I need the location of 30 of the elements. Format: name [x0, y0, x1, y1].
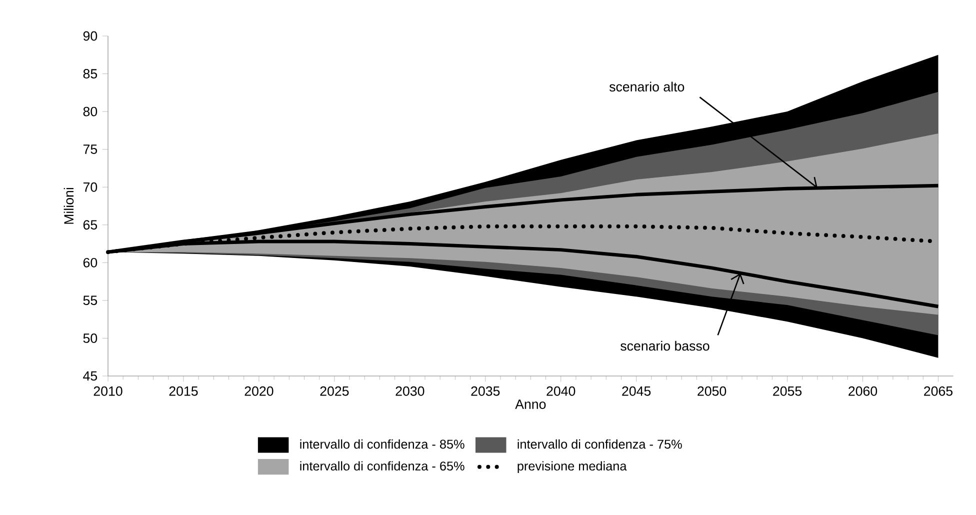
- legend-label: intervallo di confidenza - 85%: [300, 440, 464, 449]
- y-tick-label: 75: [83, 144, 98, 154]
- y-tick-label: 50: [83, 334, 98, 344]
- annotation: scenario alto: [609, 82, 684, 92]
- y-tick-label: 60: [83, 258, 98, 268]
- y-tick-label: 55: [83, 296, 98, 306]
- legend-label: intervallo di confidenza - 75%: [518, 440, 682, 449]
- x-tick-label: 2035: [471, 386, 500, 396]
- legend-label: intervallo di confidenza - 65%: [300, 461, 464, 471]
- y-tick-label: 80: [83, 107, 98, 116]
- x-tick-label: 2055: [773, 386, 802, 396]
- x-axis-title: Anno: [515, 400, 546, 410]
- x-tick-label: 2045: [622, 386, 651, 396]
- y-tick-label: 70: [83, 182, 98, 192]
- annotation: scenario basso: [620, 341, 710, 351]
- y-tick-label: 90: [83, 31, 98, 41]
- x-tick-label: 2040: [546, 386, 576, 396]
- x-tick-label: 2065: [924, 386, 952, 396]
- x-tick-label: 2015: [169, 386, 198, 396]
- y-tick-label: 65: [83, 220, 98, 230]
- y-axis-title: Milioni: [64, 188, 74, 224]
- x-tick-label: 2020: [244, 386, 274, 396]
- legend-label: previsione mediana: [518, 461, 627, 474]
- x-tick-label: 2050: [698, 386, 726, 396]
- x-tick-label: 2030: [396, 386, 424, 396]
- x-tick-label: 2025: [320, 386, 349, 396]
- x-tick-label: 2010: [94, 386, 122, 396]
- y-tick-label: 45: [83, 372, 98, 381]
- x-tick-label: 2060: [848, 386, 878, 396]
- y-tick-label: 85: [83, 69, 98, 79]
